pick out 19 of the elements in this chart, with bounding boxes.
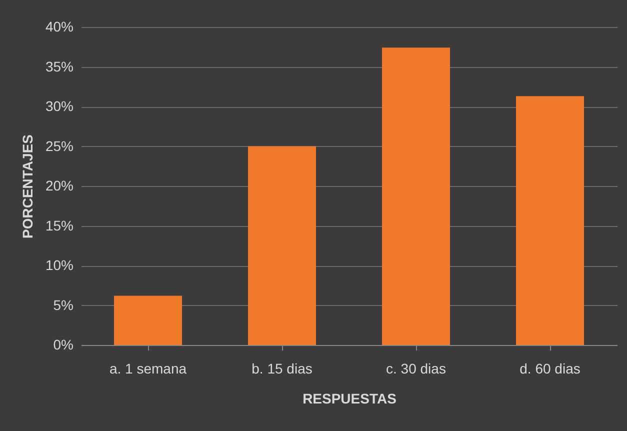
y-tick-label: 30% (45, 98, 74, 114)
y-tick-label: 0% (53, 336, 74, 352)
y-tick-label: 25% (45, 138, 74, 154)
x-tick-label: a. 1 semana (109, 360, 187, 376)
y-tick-label: 5% (53, 296, 74, 313)
x-tick-label: b. 15 dias (252, 360, 312, 376)
x-axis-title: RESPUESTAS (302, 390, 396, 406)
y-axis-title: PORCENTAJES (19, 134, 36, 238)
y-tick-label: 20% (45, 178, 74, 194)
y-tick-label: 35% (45, 58, 74, 74)
x-tick-label: c. 30 dias (386, 360, 446, 376)
bar (114, 296, 182, 345)
y-tick-label: 10% (45, 257, 74, 273)
y-tick-label: 40% (45, 18, 74, 34)
bar (248, 146, 316, 345)
y-tick-label: 15% (45, 217, 74, 234)
bar (516, 96, 584, 345)
bar (382, 48, 450, 345)
x-tick-label: d. 60 dias (520, 360, 580, 376)
